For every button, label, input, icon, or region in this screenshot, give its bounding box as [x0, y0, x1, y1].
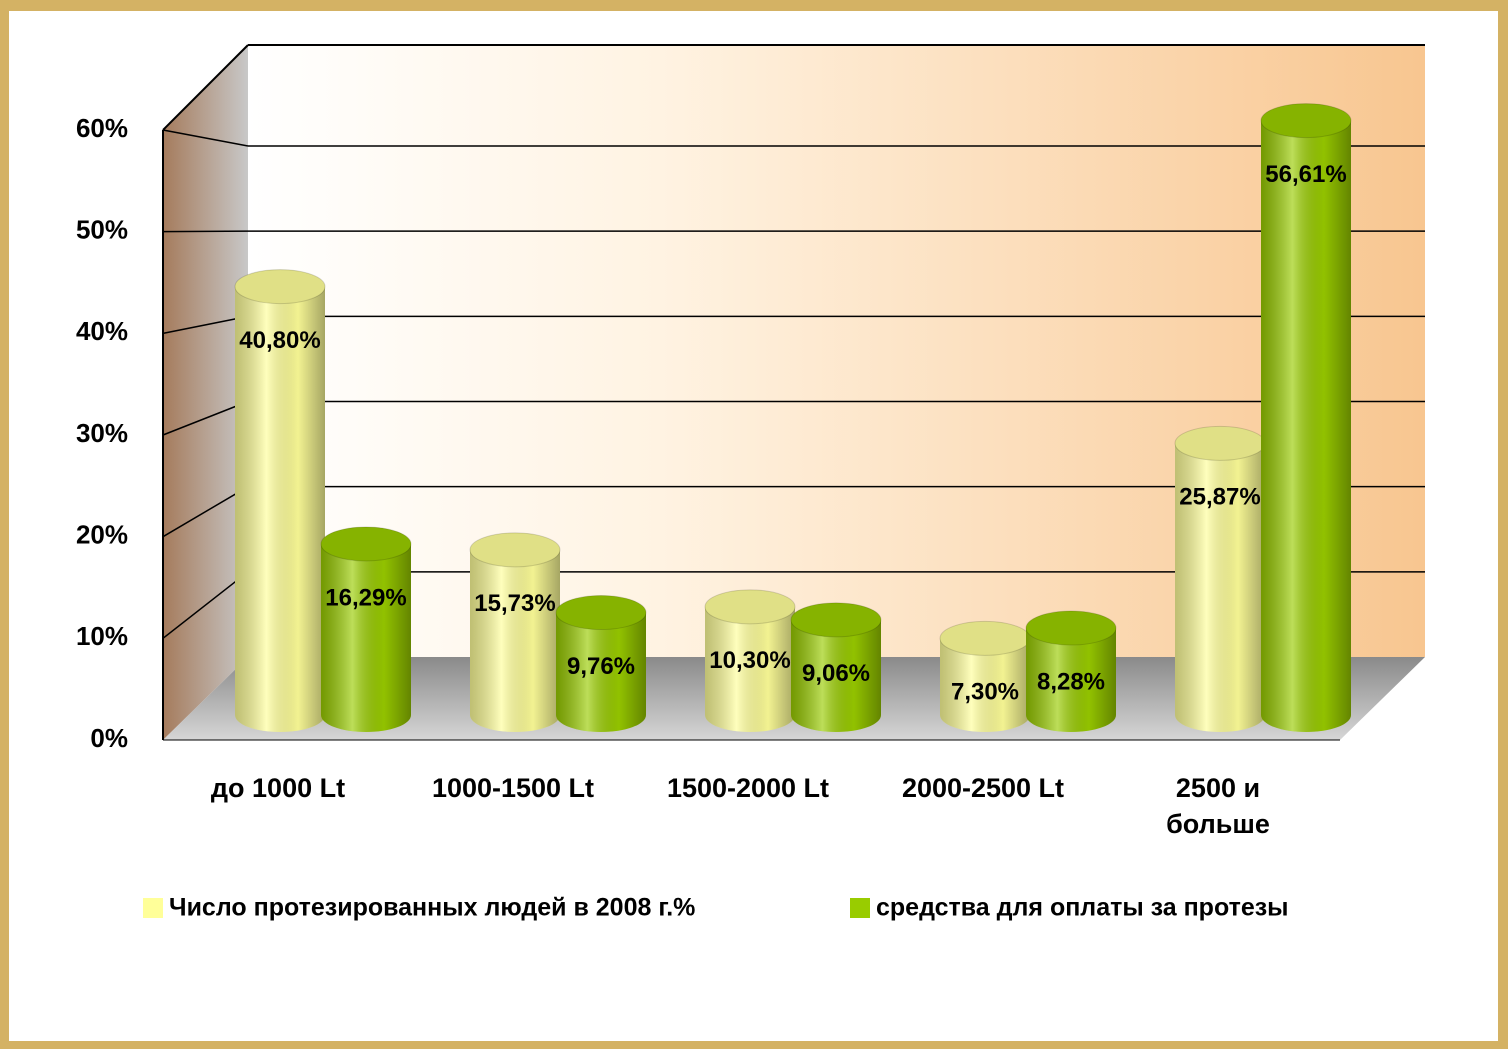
grid-line-side: [162, 571, 249, 639]
cylinder-top-shade: [235, 269, 325, 304]
legend-label: средства для оплаты за протезы: [876, 894, 1289, 922]
cylinder: [939, 620, 1031, 732]
bar-shade: [235, 286, 325, 715]
legend-swatch: [850, 898, 870, 918]
bar-shade: [321, 543, 411, 715]
cylinder-top: [1260, 103, 1352, 139]
cylinder: [790, 602, 882, 732]
cylinder-top-shade: [940, 621, 1030, 656]
data-label: 8,28%: [1037, 668, 1105, 695]
y-tick-label: 60%: [76, 113, 128, 143]
data-label: 9,76%: [567, 653, 635, 680]
y-tick-label: 50%: [76, 215, 128, 245]
side-wall: [163, 45, 248, 740]
cylinder-top: [790, 602, 882, 638]
bar-shade: [1175, 443, 1265, 715]
legend-label: Число протезированных людей в 2008 г.%: [169, 894, 695, 922]
data-label: 10,30%: [709, 647, 790, 674]
data-label: 40,80%: [239, 327, 320, 354]
cylinder: [555, 595, 647, 732]
x-tick-label: 2000-2500 Lt: [901, 773, 1065, 803]
grid-line-side: [162, 486, 249, 538]
y-tick-label: 20%: [76, 520, 128, 550]
cylinder: [320, 526, 412, 732]
grid-line-side: [162, 129, 249, 147]
cylinder-top-shade: [1261, 103, 1351, 138]
cylinder-top: [1025, 610, 1117, 646]
grid-line-side: [162, 230, 249, 233]
cylinder: [1260, 103, 1352, 732]
bar-shade: [1261, 120, 1351, 716]
y-tick-label: 10%: [76, 621, 128, 651]
data-label: 56,61%: [1265, 161, 1346, 188]
cylinder-top-shade: [791, 602, 881, 637]
x-tick-label: до 1000 Lt: [210, 773, 346, 803]
cylinder-top-shade: [321, 526, 411, 561]
cylinder-top: [320, 526, 412, 562]
cylinder-top-shade: [705, 589, 795, 624]
cylinder-top-shade: [1175, 426, 1265, 461]
bar-shade: [470, 549, 560, 715]
cylinder: [704, 589, 796, 732]
x-tick-label: 1500-2000 Lt: [666, 773, 830, 803]
wall-edge: [162, 44, 249, 131]
cylinder: [1025, 610, 1117, 732]
cylinder-top: [704, 589, 796, 625]
cylinder-top: [469, 532, 561, 568]
data-label: 7,30%: [951, 679, 1019, 706]
cylinder-top: [555, 595, 647, 631]
y-tick-label: 30%: [76, 418, 128, 448]
data-label: 9,06%: [802, 660, 870, 687]
cylinder-top-shade: [556, 595, 646, 630]
cylinder-top: [234, 269, 326, 305]
y-tick-label: 0%: [90, 723, 128, 753]
x-tick-label: 1000-1500 Lt: [431, 773, 595, 803]
grid-line-side: [162, 400, 249, 436]
data-label: 15,73%: [474, 590, 555, 617]
legend-swatch: [143, 898, 163, 918]
cylinder: [469, 532, 561, 732]
data-label: 25,87%: [1179, 484, 1260, 511]
cylinder-top-shade: [1026, 611, 1116, 646]
bar-shade: [556, 612, 646, 715]
cylinder: [234, 269, 326, 732]
bar-shade: [705, 606, 795, 715]
data-label: 16,29%: [325, 584, 406, 611]
y-tick-label: 40%: [76, 316, 128, 346]
cylinder-top-shade: [470, 532, 560, 567]
x-tick-label: 2500 и больше: [1166, 773, 1270, 839]
grid-line-side: [162, 315, 249, 335]
cylinder: [1174, 425, 1266, 732]
